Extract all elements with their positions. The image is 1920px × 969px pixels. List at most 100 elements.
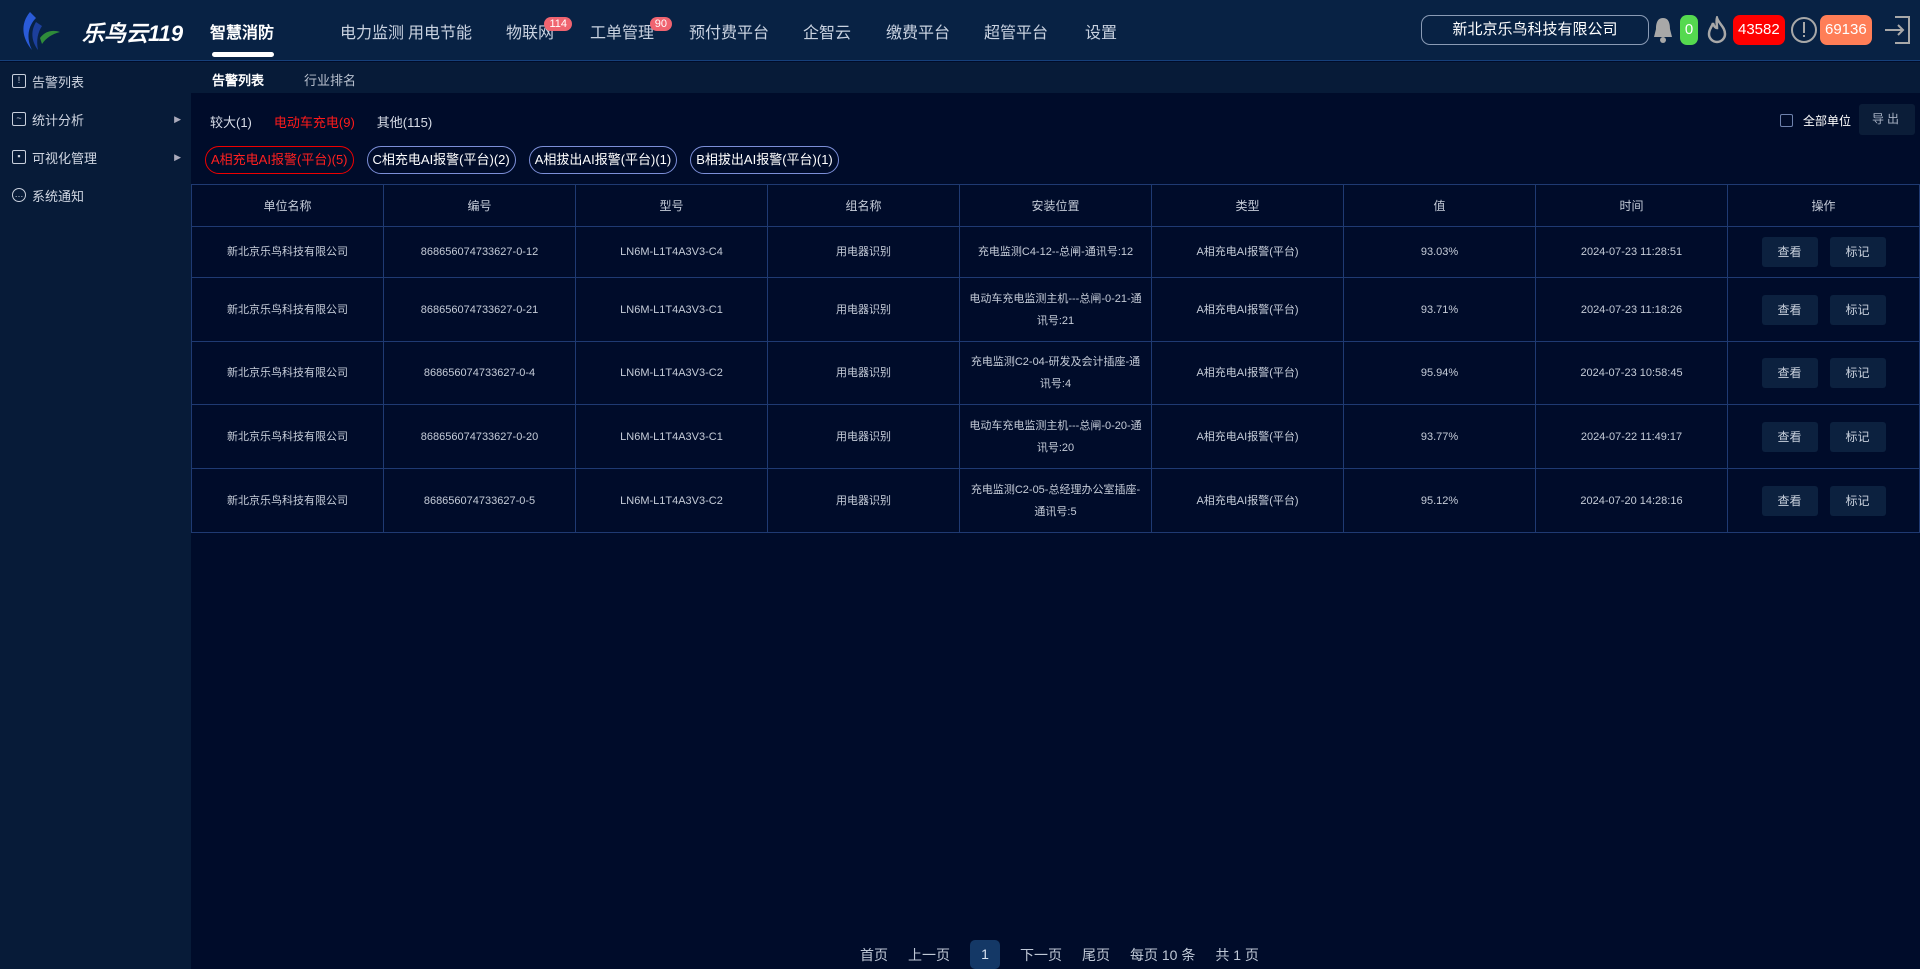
column-header: 类型 — [1151, 184, 1344, 227]
all-units-toggle[interactable]: 全部单位 — [1780, 112, 1851, 129]
table-cell: 868656074733627-0-21 — [383, 277, 576, 342]
nav-item-label: 缴费平台 — [885, 25, 951, 42]
chip-a-phase-unplug[interactable]: A相拔出AI报警(平台)(1) — [528, 146, 678, 174]
subtab-industry-ranking[interactable]: 行业排名 — [304, 73, 357, 88]
table-cell: 充电监测C2-04-研发及会计插座-通讯号:4 — [959, 341, 1152, 405]
message-icon: … — [12, 188, 26, 202]
fire-icon[interactable] — [1706, 16, 1728, 44]
table-cell: 93.77% — [1343, 404, 1536, 469]
sidebar-item-label: 可视化管理 — [32, 150, 98, 166]
sidebar-item[interactable]: ~ 统计分析 ▶ — [0, 100, 191, 138]
pagination: 首页 上一页 1 下一页 尾页 每页 10 条 共 1 页 — [860, 940, 1279, 969]
table-cell: 2024-07-20 14:28:16 — [1535, 468, 1728, 533]
prev-page-button[interactable]: 上一页 — [908, 946, 950, 963]
table-row: 新北京乐鸟科技有限公司 868656074733627-0-5 LN6M-L1T4A… — [191, 468, 1920, 533]
actions-cell: 查看 标记 — [1727, 226, 1920, 278]
bell-count-badge[interactable]: 0 — [1680, 15, 1698, 45]
table-cell: 用电器识别 — [767, 226, 960, 278]
warning-icon[interactable] — [1790, 16, 1818, 44]
view-button[interactable]: 查看 — [1761, 358, 1818, 388]
filter-major[interactable]: 较大(1) — [210, 115, 252, 130]
logout-icon[interactable] — [1883, 15, 1911, 45]
column-header: 编号 — [383, 184, 576, 227]
nav-item[interactable]: 预付费平台 — [689, 19, 769, 43]
first-page-button[interactable]: 首页 — [860, 946, 888, 963]
nav-item-label: 电力监测 — [339, 25, 405, 42]
mark-button[interactable]: 标记 — [1829, 485, 1886, 516]
next-page-button[interactable]: 下一页 — [1020, 946, 1062, 963]
table-row: 新北京乐鸟科技有限公司 868656074733627-0-12 LN6M-L1T4… — [191, 226, 1920, 278]
table-cell: 新北京乐鸟科技有限公司 — [191, 404, 384, 469]
alarm-type-chips: A相充电AI报警(平台)(5) C相充电AI报警(平台)(2) A相拔出AI报警… — [205, 146, 839, 174]
mark-button[interactable]: 标记 — [1829, 421, 1886, 452]
logo-icon — [23, 12, 60, 50]
table-cell: 95.12% — [1343, 468, 1536, 533]
active-nav-indicator — [212, 52, 274, 57]
column-header: 单位名称 — [191, 184, 384, 227]
chip-a-phase-charging[interactable]: A相充电AI报警(平台)(5) — [205, 146, 354, 174]
chip-b-phase-unplug[interactable]: B相拔出AI报警(平台)(1) — [690, 146, 839, 174]
category-filters: 较大(1) 电动车充电(9) 其他(115) — [210, 112, 432, 131]
table-cell: 新北京乐鸟科技有限公司 — [191, 468, 384, 533]
filter-other[interactable]: 其他(115) — [376, 115, 433, 130]
page-size[interactable]: 每页 10 条 — [1130, 946, 1196, 963]
view-button[interactable]: 查看 — [1761, 421, 1818, 452]
sidebar-item[interactable]: … 系统通知 — [0, 176, 191, 214]
current-page[interactable]: 1 — [970, 940, 1000, 969]
chevron-right-icon: ▶ — [174, 113, 181, 124]
nav-item-label: 预付费平台 — [688, 25, 770, 42]
alarm-table: 单位名称 编号 型号 组名称 安装位置 类型值时间 操作 新北京乐鸟科技有限公司 868656… — [191, 184, 1920, 533]
nav-item[interactable]: 设置 — [1085, 19, 1117, 43]
export-button[interactable]: 导出 — [1859, 104, 1915, 135]
warning-count-badge[interactable]: 69136 — [1820, 15, 1872, 45]
filter-ev-charging[interactable]: 电动车充电(9) — [273, 115, 355, 130]
table-cell: 95.94% — [1343, 341, 1536, 405]
alarm-list-icon: ! — [12, 74, 26, 88]
brand-name: 乐鸟云119 — [82, 21, 184, 46]
company-selector[interactable]: 新北京乐鸟科技有限公司 — [1421, 15, 1649, 45]
nav-item[interactable]: 用电节能 — [408, 19, 472, 43]
column-header: 操作 — [1727, 184, 1920, 227]
top-bar: 乐鸟云119 智慧消防 电力监测 用电节能 物联网 114 工单管理 90 预付费平台 企智云 缴… — [0, 0, 1920, 61]
table-cell: LN6M-L1T4A3V3-C2 — [575, 341, 768, 405]
sidebar-item[interactable]: ! 告警列表 — [0, 62, 191, 100]
view-button[interactable]: 查看 — [1761, 485, 1818, 516]
nav-item[interactable]: 工单管理 90 — [589, 17, 673, 43]
table-cell: 868656074733627-0-4 — [383, 341, 576, 405]
table-cell: 电动车充电监测主机---总闸-0-20-通讯号:20 — [959, 404, 1152, 469]
table-row: 新北京乐鸟科技有限公司 868656074733627-0-21 LN6M-L1T4… — [191, 277, 1920, 342]
table-cell: LN6M-L1T4A3V3-C4 — [575, 226, 768, 278]
table-cell: 用电器识别 — [767, 341, 960, 405]
mark-button[interactable]: 标记 — [1829, 358, 1886, 388]
all-units-checkbox[interactable] — [1780, 114, 1793, 127]
mark-button[interactable]: 标记 — [1829, 237, 1886, 267]
monitor-icon: ▪ — [12, 150, 26, 164]
nav-item[interactable]: 超管平台 — [984, 19, 1048, 43]
table-cell: A相充电AI报警(平台) — [1151, 341, 1344, 405]
sidebar-item-label: 系统通知 — [32, 188, 85, 204]
actions-cell: 查看 标记 — [1727, 341, 1920, 405]
last-page-button[interactable]: 尾页 — [1082, 946, 1110, 963]
nav-item[interactable]: 企智云 — [803, 19, 851, 43]
nav-item[interactable]: 电力监测 — [340, 19, 404, 43]
table-cell: 新北京乐鸟科技有限公司 — [191, 341, 384, 405]
view-button[interactable]: 查看 — [1761, 294, 1818, 325]
subtab-alarm-list[interactable]: 告警列表 — [212, 73, 265, 88]
nav-item-label: 工单管理 — [589, 25, 655, 42]
actions-cell: 查看 标记 — [1727, 277, 1920, 342]
table-cell: 新北京乐鸟科技有限公司 — [191, 226, 384, 278]
table-cell: LN6M-L1T4A3V3-C1 — [575, 277, 768, 342]
column-header: 型号 — [575, 184, 768, 227]
table-cell: 新北京乐鸟科技有限公司 — [191, 277, 384, 342]
chip-c-phase-charging[interactable]: C相充电AI报警(平台)(2) — [366, 146, 516, 174]
nav-item[interactable]: 缴费平台 — [886, 19, 950, 43]
fire-count-badge[interactable]: 43582 — [1733, 15, 1785, 45]
sidebar-item[interactable]: ▪ 可视化管理 ▶ — [0, 138, 191, 176]
column-header: 值 — [1343, 184, 1536, 227]
bell-icon[interactable] — [1652, 16, 1674, 44]
mark-button[interactable]: 标记 — [1829, 294, 1886, 325]
column-header: 时间 — [1535, 184, 1728, 227]
nav-item[interactable]: 智慧消防 — [210, 19, 274, 43]
nav-item[interactable]: 物联网 114 — [506, 17, 573, 43]
view-button[interactable]: 查看 — [1761, 237, 1818, 267]
